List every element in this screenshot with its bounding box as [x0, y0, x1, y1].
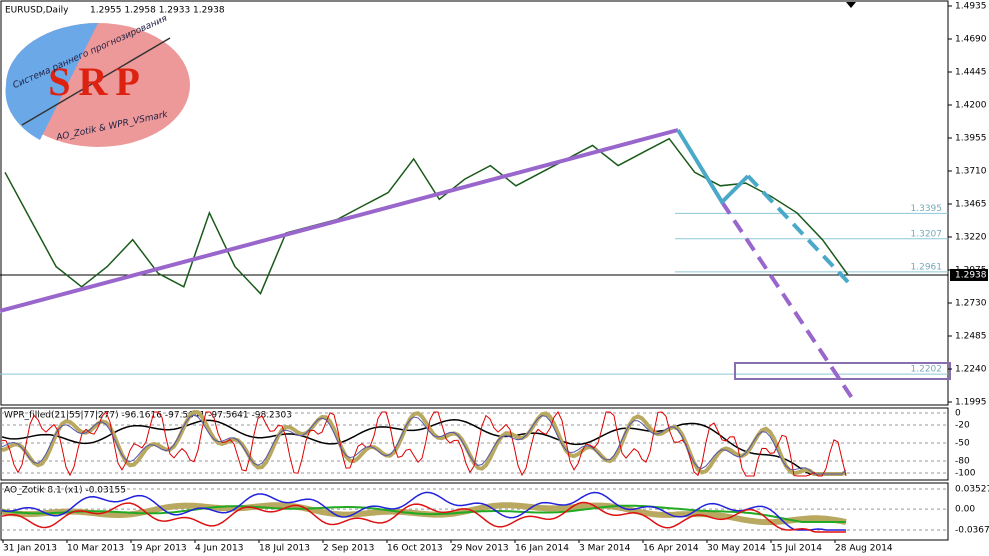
wave-line	[676, 128, 750, 206]
wpr-tick-label: -80	[955, 457, 970, 467]
date-label: 3 Mar 2014	[579, 544, 631, 554]
price-tick-label: 1.3710	[955, 167, 987, 177]
wpr-label: WPR_filled(21|55|77|277) -96.1616 -97.56…	[4, 411, 292, 421]
ao-label: AO_Zotik 8.1 (x1) -0.03155	[4, 486, 126, 496]
date-label: 16 Apr 2014	[643, 544, 699, 554]
ao-tick-label: -0.03677	[955, 526, 989, 536]
date-label: 18 Jul 2013	[259, 544, 310, 554]
wpr-tick-label: 0	[955, 409, 961, 419]
date-label: 16 Jan 2014	[515, 544, 569, 554]
logo-text: SRP	[48, 59, 148, 104]
main-pane	[0, 0, 949, 406]
price-tick-label: 1.4935	[955, 2, 987, 12]
wpr-pane	[0, 407, 949, 481]
date-label: 31 Jan 2013	[3, 544, 57, 554]
price-tick-label: 1.2730	[955, 299, 987, 309]
wave-projection	[746, 174, 850, 284]
level-label: 1.3207	[911, 229, 943, 239]
price-tick-label: 1.3955	[955, 134, 987, 144]
wpr-tick-label: -20	[955, 421, 970, 431]
date-label: 4 Jun 2013	[195, 544, 243, 554]
date-label: 16 Oct 2013	[387, 544, 443, 554]
level-label: 1.3395	[911, 204, 943, 214]
ao-red	[1, 501, 846, 533]
date-label: 28 Aug 2014	[835, 544, 893, 554]
logo-blue	[5, 23, 99, 140]
target-box	[734, 362, 951, 380]
price-tick-label: 1.4690	[955, 35, 987, 45]
wpr-blue	[1, 414, 847, 475]
current-price-box	[950, 268, 988, 281]
logo: SRP Система раннего прогнозирования AO_Z…	[5, 14, 190, 147]
ao-tick-label: 0.00	[955, 505, 975, 515]
date-label: 19 Apr 2013	[131, 544, 187, 554]
wpr-black	[1, 419, 846, 475]
price-tick-label: 1.4200	[955, 101, 987, 111]
current-price-label: 1.2938	[955, 270, 987, 280]
wpr-tick-label: -50	[955, 439, 970, 449]
trend-projection	[720, 200, 854, 400]
ohlc: 1.2955 1.2958 1.2933 1.2938	[90, 6, 225, 16]
symbol: EURUSD,Daily	[5, 6, 69, 16]
date-label: 10 Mar 2013	[67, 544, 124, 554]
price-tick-label: 1.3220	[955, 233, 987, 243]
ao-pane	[0, 482, 949, 541]
price-tick-label: 1.2240	[955, 365, 987, 375]
price-tick-label: 1.4445	[955, 68, 987, 78]
price-tick-label: 1.2485	[955, 332, 987, 342]
level-label: 1.2961	[911, 262, 943, 272]
date-label: 15 Jul 2014	[771, 544, 822, 554]
date-label: 2 Sep 2013	[323, 544, 374, 554]
wpr-fill	[1, 409, 847, 476]
ao-green	[1, 504, 846, 523]
date-label: 30 May 2014	[707, 544, 766, 554]
level-label: 1.2202	[911, 365, 943, 375]
logo-arrow	[21, 37, 171, 126]
price-tick-label: 1.1995	[955, 398, 987, 408]
price-tick-label: 1.3465	[955, 200, 987, 210]
wpr-tick-label: -100	[955, 469, 976, 479]
trend-line	[0, 128, 679, 313]
wpr-red	[1, 411, 847, 477]
date-label: 29 Nov 2013	[451, 544, 509, 554]
ao-blue	[1, 491, 846, 531]
ao-tick-label: 0.03527	[955, 485, 989, 495]
scroll-marker	[846, 2, 856, 8]
